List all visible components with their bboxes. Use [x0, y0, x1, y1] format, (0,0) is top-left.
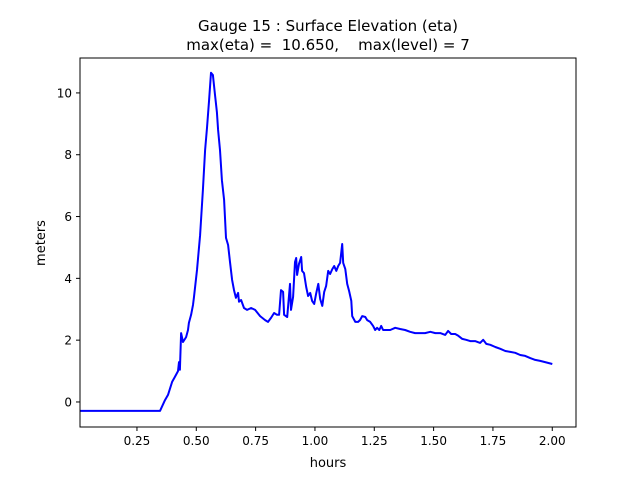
x-tick-label: 1.00: [302, 434, 329, 448]
x-tick-label: 0.50: [183, 434, 210, 448]
chart-title: Gauge 15 : Surface Elevation (eta): [198, 17, 458, 35]
x-axis-label: hours: [310, 456, 347, 471]
chart-subtitle: max(eta) = 10.650, max(level) = 7: [186, 36, 470, 54]
x-axis-ticks: 0.25 0.50 0.75 1.00 1.25 1.50 1.75 2.00: [124, 427, 566, 448]
y-tick-label: 0: [64, 395, 72, 409]
x-tick-label: 1.25: [361, 434, 388, 448]
x-tick-label: 1.50: [420, 434, 447, 448]
y-tick-label: 4: [64, 272, 72, 286]
x-tick-label: 2.00: [539, 434, 566, 448]
y-axis-label: meters: [34, 220, 49, 266]
x-tick-label: 1.75: [480, 434, 507, 448]
y-tick-label: 10: [57, 86, 72, 100]
y-tick-label: 8: [64, 148, 72, 162]
x-tick-label: 0.25: [124, 434, 151, 448]
y-axis-ticks: 0 2 4 6 8 10: [57, 86, 80, 409]
axes-frame: [79, 57, 577, 428]
series-line-eta: [80, 71, 553, 412]
y-tick-label: 2: [64, 334, 72, 348]
x-tick-label: 0.75: [242, 434, 269, 448]
y-tick-label: 6: [64, 210, 72, 224]
